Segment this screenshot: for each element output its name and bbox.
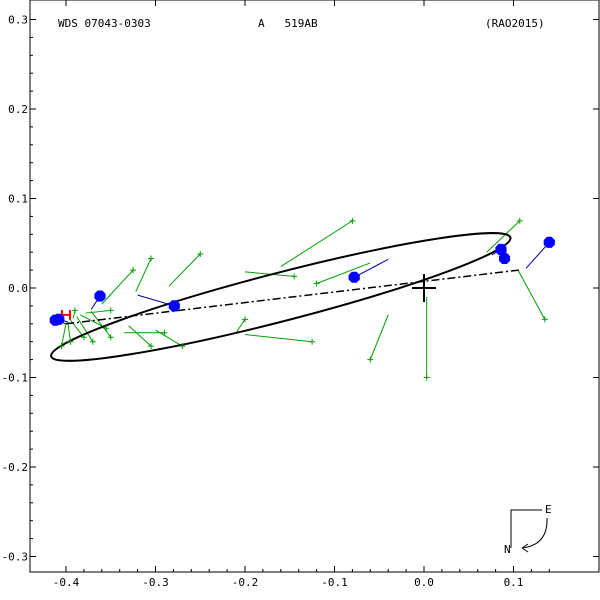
interferometric-residual-line	[137, 294, 175, 307]
micrometric-points	[58, 217, 548, 381]
compass-arrow-head-icon	[521, 543, 529, 553]
interferometric-residual-line	[353, 258, 389, 278]
interferometric-point	[543, 236, 555, 248]
micrometric-point	[161, 329, 168, 336]
header-center-label: A 519AB	[258, 17, 318, 30]
micrometric-point	[291, 273, 298, 280]
micrometric-residual-line	[244, 334, 313, 343]
micrometric-residual-line	[517, 269, 546, 320]
y-tick-label: -0.3	[2, 551, 29, 564]
x-tick-label: 0.1	[504, 576, 524, 589]
micrometric-residual-line	[316, 262, 371, 284]
interferometric-points	[49, 236, 555, 326]
y-tick-label: 0.0	[8, 282, 28, 295]
x-tick-label: -0.4	[53, 576, 80, 589]
micrometric-residual-line	[369, 314, 389, 360]
micrometric-point	[313, 280, 320, 287]
micrometric-point	[103, 325, 110, 332]
micrometric-residual-line	[128, 325, 152, 347]
micrometric-point	[130, 267, 137, 274]
micrometric-residual-line	[85, 309, 111, 314]
y-tick-label: 0.3	[8, 14, 28, 27]
micrometric-point	[197, 250, 204, 257]
interferometric-point	[53, 313, 65, 325]
micrometric-residual-line	[486, 220, 521, 253]
micrometric-point	[516, 217, 523, 224]
micrometric-residual-line	[235, 319, 246, 334]
y-tick-label: -0.1	[2, 372, 29, 385]
compass-axes	[510, 509, 542, 548]
micrometric-point	[541, 316, 548, 323]
micrometric-point	[71, 307, 78, 314]
micrometric-point	[309, 338, 316, 345]
header-left-label: WDS 07043-0303	[58, 17, 151, 30]
micrometric-point	[58, 343, 65, 350]
micrometric-residual-line	[168, 253, 201, 287]
micrometric-residual-line	[90, 310, 112, 338]
compass-arrow-arc	[521, 517, 548, 549]
primary-star-cross	[412, 274, 436, 302]
micrometric-point	[80, 334, 87, 341]
micrometric-point	[148, 343, 155, 350]
y-tick-label: -0.2	[2, 461, 29, 474]
interferometric-point	[348, 271, 360, 283]
micrometric-point	[349, 217, 356, 224]
y-axis-ticks: 0.3 0.2 0.1 0.0 -0.1 -0.2 -0.3	[2, 14, 599, 564]
micrometric-point	[242, 316, 248, 323]
micrometric-point	[179, 343, 186, 350]
plot-frame	[29, 0, 600, 573]
interferometric-residual-line	[525, 242, 550, 269]
x-tick-label: -0.1	[321, 576, 348, 589]
micrometric-residual-line	[101, 269, 134, 305]
micrometric-residual-line	[135, 258, 152, 292]
micrometric-point	[148, 255, 155, 262]
micrometric-residual-line	[280, 220, 353, 267]
x-tick-label: -0.2	[232, 576, 259, 589]
micrometric-residuals	[61, 220, 546, 378]
interferometric-point	[499, 252, 511, 264]
micrometric-residual-line	[76, 316, 94, 342]
line-of-nodes	[65, 269, 519, 325]
compass-north-label: N	[504, 543, 511, 556]
micrometric-point	[367, 356, 374, 363]
micrometric-residual-line	[61, 323, 67, 347]
compass: E N	[504, 503, 552, 556]
micrometric-point	[107, 307, 114, 314]
interferometric-point	[168, 300, 180, 312]
micrometric-point	[107, 334, 114, 341]
micrometric-point	[67, 338, 74, 345]
y-tick-label: 0.2	[8, 103, 28, 116]
header-right-label: (RAO2015)	[485, 17, 545, 30]
micrometric-residual-line	[67, 321, 71, 342]
x-tick-label: 0.0	[414, 576, 434, 589]
x-axis-ticks: -0.4 -0.3 -0.2 -0.1 0.0 0.1	[53, 0, 550, 589]
micrometric-point	[423, 374, 430, 381]
interferometric-point	[94, 290, 106, 302]
primary-star-marker	[412, 274, 436, 302]
compass-east-label: E	[545, 503, 552, 516]
x-tick-label: -0.3	[142, 576, 169, 589]
micrometric-point	[89, 338, 96, 345]
y-tick-label: 0.1	[8, 193, 28, 206]
orbit-ellipse	[50, 232, 512, 362]
